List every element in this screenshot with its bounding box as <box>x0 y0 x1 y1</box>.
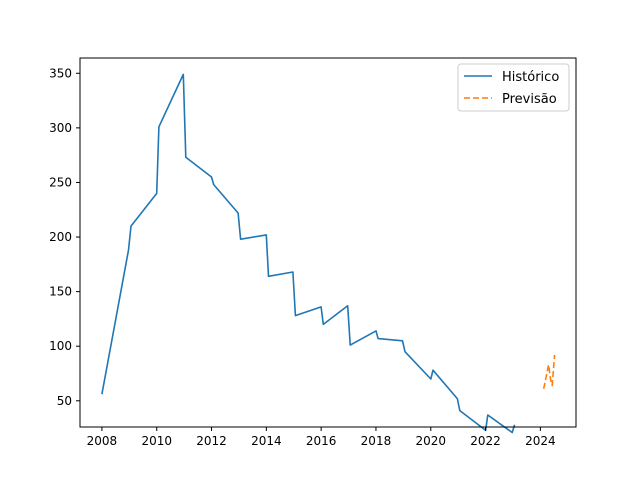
x-tick-label: 2016 <box>306 434 337 448</box>
legend-label-previsao: Previsão <box>502 92 557 107</box>
series-layer <box>101 73 556 434</box>
x-tick-label: 2018 <box>361 434 392 448</box>
legend: Histórico Previsão <box>457 63 570 112</box>
y-tick-label: 50 <box>57 394 72 408</box>
y-tick-label: 250 <box>49 175 72 189</box>
x-tick-label: 2022 <box>470 434 501 448</box>
legend-label-historico: Histórico <box>502 70 559 85</box>
x-tick-label: 2012 <box>196 434 227 448</box>
y-tick-label: 150 <box>49 285 72 299</box>
y-axis: 50 100 150 200 250 300 350 <box>49 66 80 408</box>
y-tick-label: 200 <box>49 230 72 244</box>
x-tick-label: 2008 <box>87 434 118 448</box>
y-tick-label: 100 <box>49 339 72 353</box>
y-tick-label: 300 <box>49 121 72 135</box>
y-tick-label: 350 <box>49 66 72 80</box>
plot-frame <box>79 57 577 428</box>
x-tick-label: 2010 <box>141 434 172 448</box>
x-tick-label: 2014 <box>251 434 282 448</box>
series-line-historico <box>101 73 516 434</box>
series-line-previsao <box>542 354 556 389</box>
x-axis: 2008 2010 2012 2014 2016 2018 2020 2022 2024 <box>87 427 556 448</box>
x-tick-label: 2020 <box>415 434 446 448</box>
x-tick-label: 2024 <box>525 434 556 448</box>
